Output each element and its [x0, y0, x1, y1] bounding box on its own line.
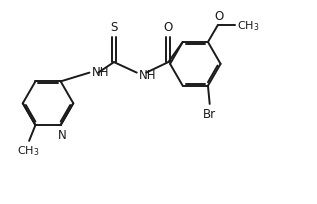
Text: CH$_3$: CH$_3$: [17, 144, 40, 157]
Text: Br: Br: [203, 107, 216, 120]
Text: S: S: [110, 21, 118, 34]
Text: NH: NH: [92, 66, 109, 79]
Text: CH$_3$: CH$_3$: [237, 19, 260, 33]
Text: O: O: [214, 10, 223, 22]
Text: N: N: [58, 128, 67, 141]
Text: NH: NH: [139, 68, 157, 81]
Text: O: O: [164, 21, 173, 34]
